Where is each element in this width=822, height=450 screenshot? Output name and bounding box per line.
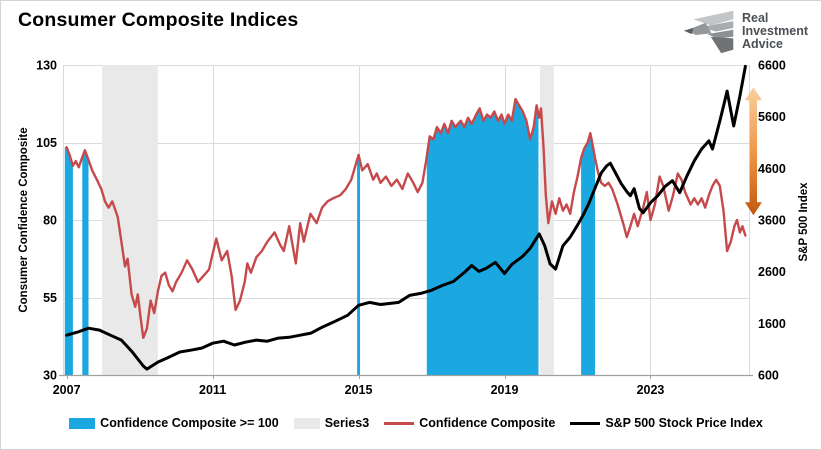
legend-label: Confidence Composite >= 100 (100, 416, 279, 430)
x-tick-label: 2019 (491, 383, 519, 397)
legend-item-series3: Series3 (293, 416, 370, 430)
ria-logo: Real Investment Advice (683, 8, 808, 55)
decline-arrow-annotation-icon (744, 87, 762, 216)
legend-item-confidence-ge-100: Confidence Composite >= 100 (69, 416, 279, 430)
legend-label: S&P 500 Stock Price Index (605, 416, 763, 430)
legend-label: Confidence Composite (419, 416, 556, 430)
legend-swatch-gray (293, 417, 320, 429)
legend-label: Series3 (324, 416, 370, 430)
legend: Confidence Composite >= 100 Series3 Conf… (31, 412, 801, 434)
confidence-composite-line (65, 97, 747, 339)
x-tick-label: 2007 (53, 383, 81, 397)
ria-logo-line-1: Real (742, 11, 769, 25)
x-tick-label: 2011 (199, 383, 226, 397)
y-left-tick-label: 105 (36, 136, 57, 150)
ria-logo-line-2: Investment (742, 24, 808, 38)
confidence-above-100-area (82, 150, 89, 375)
y-left-tick-label: 30 (43, 369, 57, 383)
y-right-tick-label: 3600 (758, 214, 786, 228)
confidence-above-100-area (581, 133, 595, 375)
ria-logo-text: Real Investment Advice (742, 12, 808, 51)
legend-item-sp500: S&P 500 Stock Price Index (570, 416, 763, 430)
y-left-tick-label: 80 (43, 214, 57, 228)
confidence-above-100-area (426, 99, 539, 375)
y-right-tick-label: 1600 (758, 317, 786, 331)
y-right-tick-label: 4600 (758, 162, 786, 176)
confidence-above-100-area (357, 154, 360, 375)
legend-swatch-red-line (384, 421, 415, 425)
y-right-tick-label: 600 (758, 369, 779, 383)
y-left-tick-label: 130 (36, 59, 57, 73)
ria-logo-line-3: Advice (742, 37, 783, 51)
y-right-tick-label: 2600 (758, 265, 786, 279)
legend-item-confidence-composite: Confidence Composite (384, 416, 555, 430)
y-left-tick-label: 55 (43, 291, 57, 305)
sp500-line (65, 64, 747, 371)
legend-swatch-blue (69, 417, 96, 429)
recession-band (102, 65, 158, 375)
page-title: Consumer Composite Indices (18, 9, 299, 31)
legend-swatch-black-line (570, 421, 601, 425)
eagle-icon (683, 10, 734, 54)
confidence-above-100-area (64, 147, 73, 375)
x-tick-label: 2015 (345, 383, 373, 397)
x-tick-label: 2023 (637, 383, 665, 397)
y-right-tick-label: 6600 (758, 59, 786, 73)
y-right-tick-label: 5600 (758, 110, 786, 124)
